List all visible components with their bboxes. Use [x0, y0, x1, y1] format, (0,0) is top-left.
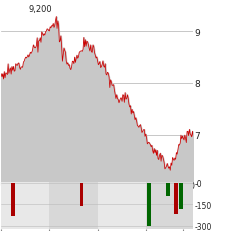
Text: 9,200: 9,200 — [29, 5, 53, 14]
Bar — [179, 183, 183, 209]
Bar — [98, 182, 146, 229]
Bar — [1, 182, 49, 229]
Bar — [146, 182, 194, 229]
Bar — [166, 183, 170, 196]
Bar — [11, 183, 15, 216]
Bar — [80, 183, 84, 206]
Bar — [147, 183, 151, 226]
Bar — [49, 182, 98, 229]
Bar — [174, 183, 178, 214]
Text: 6,380: 6,380 — [172, 182, 196, 191]
